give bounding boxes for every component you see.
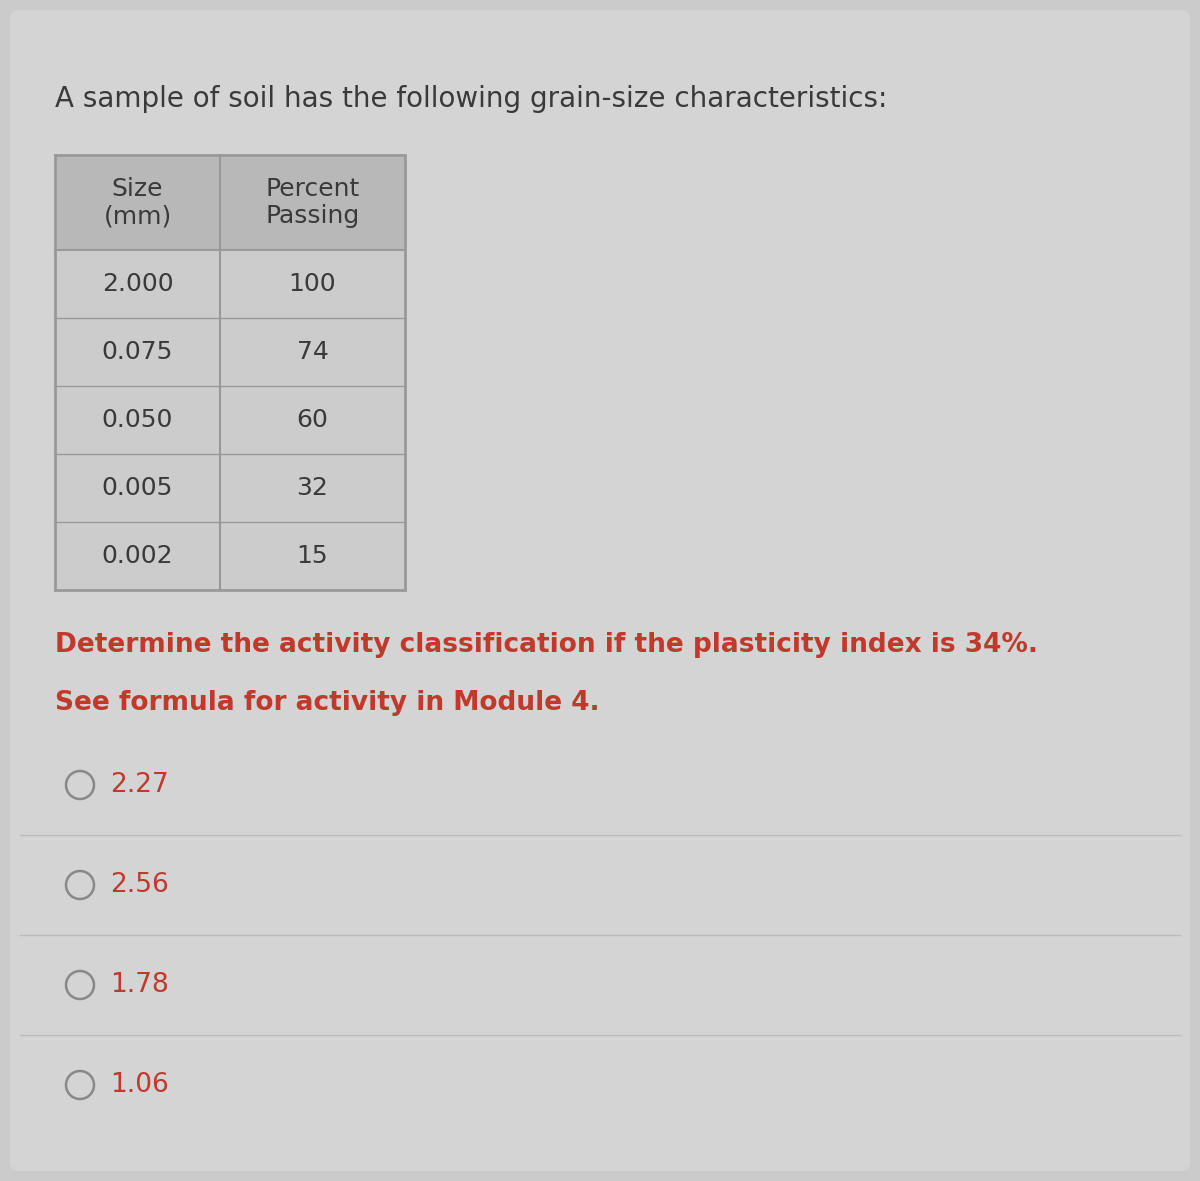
Bar xyxy=(55,522,406,590)
Text: Passing: Passing xyxy=(265,204,360,228)
Text: 0.005: 0.005 xyxy=(102,476,173,500)
Text: 74: 74 xyxy=(296,340,329,364)
Bar xyxy=(55,454,406,522)
Bar xyxy=(55,155,406,590)
Text: 2.000: 2.000 xyxy=(102,272,173,296)
Text: 60: 60 xyxy=(296,407,329,432)
Text: 2.56: 2.56 xyxy=(110,872,169,898)
Bar xyxy=(55,155,406,250)
Text: 0.050: 0.050 xyxy=(102,407,173,432)
Text: Size: Size xyxy=(112,176,163,201)
Text: A sample of soil has the following grain-size characteristics:: A sample of soil has the following grain… xyxy=(55,85,887,113)
Text: See formula for activity in Module 4.: See formula for activity in Module 4. xyxy=(55,690,600,716)
Text: Percent: Percent xyxy=(265,176,360,201)
Text: 2.27: 2.27 xyxy=(110,772,169,798)
Bar xyxy=(55,386,406,454)
FancyBboxPatch shape xyxy=(10,9,1190,1172)
Text: (mm): (mm) xyxy=(103,204,172,228)
Text: 15: 15 xyxy=(296,544,329,568)
Text: 1.06: 1.06 xyxy=(110,1072,169,1098)
Text: 0.075: 0.075 xyxy=(102,340,173,364)
Text: 1.78: 1.78 xyxy=(110,972,169,998)
Text: 32: 32 xyxy=(296,476,329,500)
Bar xyxy=(55,318,406,386)
Text: 100: 100 xyxy=(289,272,336,296)
Bar xyxy=(55,250,406,318)
Text: 0.002: 0.002 xyxy=(102,544,173,568)
Text: Determine the activity classification if the plasticity index is 34%.: Determine the activity classification if… xyxy=(55,632,1038,658)
